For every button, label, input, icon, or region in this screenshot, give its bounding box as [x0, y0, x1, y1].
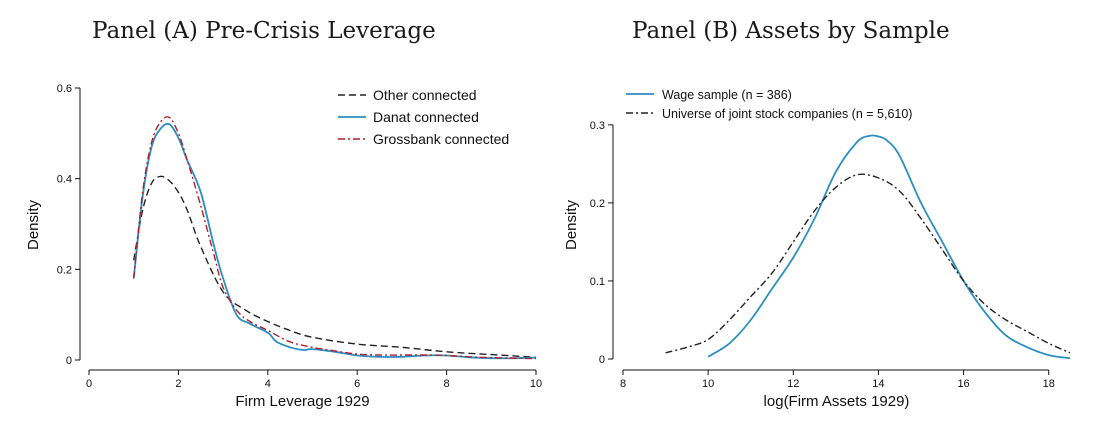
panel-b-chart: 8 10 12 14 16 18 0 0.1 0.2 0.3 log(Firm Assets 192…: [563, 88, 1071, 410]
x-tick-label: 0: [86, 378, 92, 390]
panel-a-chart: 0 2 4 6 8 10 0 0.2 0.4 0.6 Firm Leverage 1929 Densi…: [25, 83, 542, 410]
x-tick-label: 2: [175, 378, 181, 390]
legend-label-1: Other connected: [373, 87, 477, 103]
x-tick-label: 6: [354, 378, 360, 390]
y-tick-label: 0.6: [57, 83, 72, 95]
x-axis-label: log(Firm Assets 1929): [764, 393, 910, 410]
y-axis-label: Density: [563, 199, 580, 250]
y-tick-label: 0.3: [590, 120, 605, 132]
legend-label-2: Universe of joint stock companies (n = 5…: [662, 107, 912, 121]
y-tick-label: 0.1: [590, 276, 605, 288]
legend-label-3: Grossbank connected: [373, 131, 509, 147]
x-tick-label: 10: [530, 378, 542, 390]
x-tick-label: 18: [1043, 378, 1055, 390]
y-tick-label: 0: [599, 354, 605, 366]
panel-a-title: Panel (A) Pre-Crisis Leverage: [92, 18, 436, 44]
x-tick-label: 8: [620, 378, 626, 390]
panel-b-title: Panel (B) Assets by Sample: [632, 18, 950, 44]
x-tick-label: 16: [957, 378, 969, 390]
x-tick-label: 8: [444, 378, 450, 390]
x-axis-label: Firm Leverage 1929: [235, 393, 369, 410]
series-line-2: [665, 173, 1071, 354]
series-line-1: [707, 134, 1071, 360]
x-tick-label: 4: [265, 378, 271, 390]
legend-label-1: Wage sample (n = 386): [662, 88, 792, 102]
series-line-2: [132, 122, 537, 360]
y-tick-label: 0.4: [57, 174, 72, 186]
series-line-1: [133, 175, 537, 358]
y-tick-label: 0.2: [590, 198, 605, 210]
y-tick-label: 0: [66, 355, 72, 367]
x-tick-label: 10: [702, 378, 714, 390]
y-tick-label: 0.2: [57, 264, 72, 276]
legend-label-2: Danat connected: [373, 109, 479, 125]
x-tick-label: 14: [872, 378, 884, 390]
y-axis-label: Density: [25, 199, 42, 250]
series-line-3: [133, 116, 537, 360]
x-tick-label: 12: [787, 378, 799, 390]
